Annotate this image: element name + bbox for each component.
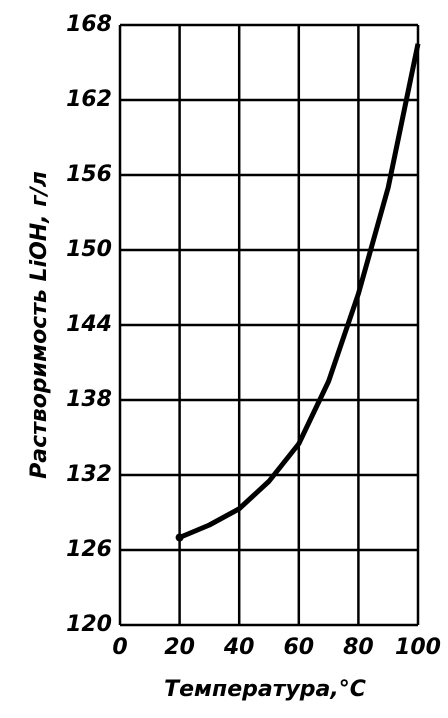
line xyxy=(178,43,421,540)
y-tick-label: 126 xyxy=(66,537,112,562)
y-tick-label: 120 xyxy=(66,612,112,637)
y-tick-label: 162 xyxy=(66,87,112,112)
y-tick-label: 144 xyxy=(66,312,112,337)
y-tick-label: 156 xyxy=(66,162,112,187)
x-tick-label: 20 xyxy=(164,635,195,660)
x-tick-label: 40 xyxy=(223,635,255,660)
y-tick-label: 132 xyxy=(66,462,112,487)
x-axis-label: Температура,°C xyxy=(164,677,366,702)
y-tick-label: 168 xyxy=(66,12,112,37)
x-tick-label: 60 xyxy=(283,635,314,660)
x-tick-label: 100 xyxy=(395,635,441,660)
start-point xyxy=(175,533,184,542)
x-tick-label: 80 xyxy=(343,635,374,660)
x-tick-label: 0 xyxy=(112,635,127,660)
y-tick-label: 150 xyxy=(66,237,112,262)
y-tick-label: 138 xyxy=(66,387,112,412)
y-axis-label: Растворимость LiOH, г/л xyxy=(27,171,52,479)
